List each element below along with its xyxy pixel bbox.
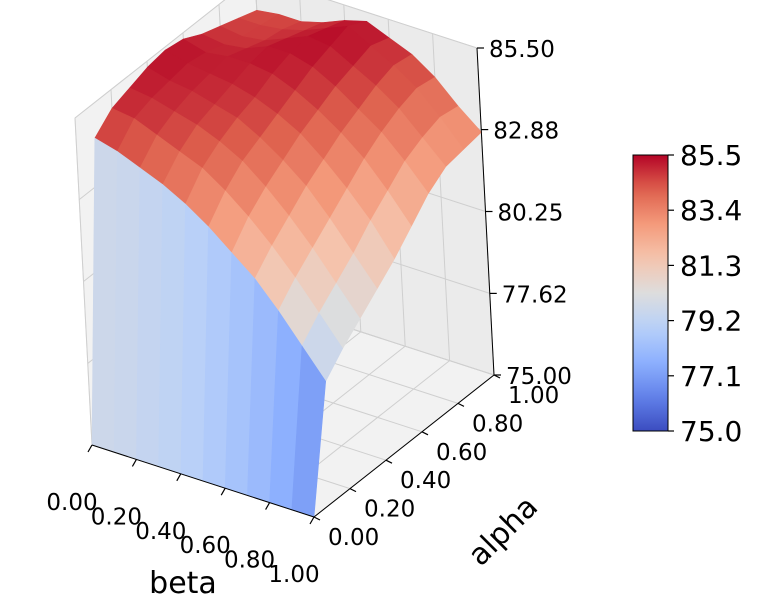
x-tick xyxy=(220,487,226,496)
x-tick-label: 0.80 xyxy=(224,548,275,574)
grid-line xyxy=(74,0,478,119)
y-tick-label: 0.00 xyxy=(328,525,379,551)
x-tick-label: 1.00 xyxy=(268,562,319,588)
surface-mesh xyxy=(91,10,482,518)
x-tick xyxy=(265,502,271,510)
y-tick xyxy=(385,459,393,464)
colorbar-tick-label: 85.5 xyxy=(680,139,742,172)
z-tick-label: 85.50 xyxy=(489,37,555,63)
x-tick xyxy=(176,473,182,482)
x-tick-label: 0.00 xyxy=(46,490,97,516)
x-tick-label: 0.40 xyxy=(135,519,186,545)
x-tick xyxy=(87,444,93,453)
colorbar-tick-label: 81.3 xyxy=(680,249,742,282)
x-tick xyxy=(131,459,137,467)
z-tick-label: 77.62 xyxy=(502,282,568,308)
surface-face xyxy=(91,137,118,453)
y-tick xyxy=(313,516,321,521)
y-axis-label: alpha xyxy=(462,490,546,574)
z-tick-label: 80.25 xyxy=(498,201,564,227)
colorbar-bar xyxy=(632,154,669,432)
colorbar-tick-label: 75.0 xyxy=(680,415,742,448)
z-tick-label: 82.88 xyxy=(493,119,559,145)
y-tick-label: 0.40 xyxy=(400,468,451,494)
y-tick xyxy=(457,402,465,407)
y-tick-label: 0.80 xyxy=(472,411,523,437)
axis-ticks: 0.000.200.400.600.801.000.000.200.400.60… xyxy=(46,37,571,588)
x-axis-label: beta xyxy=(149,566,217,600)
y-axis-line xyxy=(313,374,495,518)
y-tick-label: 1.00 xyxy=(508,383,559,409)
x-tick xyxy=(309,516,315,525)
y-tick xyxy=(349,488,357,493)
y-tick-label: 0.20 xyxy=(364,497,415,523)
x-tick-label: 0.20 xyxy=(91,504,142,530)
z-tick-label: 75.00 xyxy=(506,364,572,390)
y-tick xyxy=(421,431,429,436)
surface-face xyxy=(113,151,141,460)
colorbar-tick-label: 77.1 xyxy=(680,360,742,393)
colorbar-tick-label: 79.2 xyxy=(680,305,742,338)
colorbar-tick-label: 83.4 xyxy=(680,194,742,227)
surface-face xyxy=(136,167,163,467)
x-tick-label: 0.60 xyxy=(180,533,231,559)
y-tick-label: 0.60 xyxy=(436,440,487,466)
colorbar: 75.0 77.1 79.2 81.3 83.4 85.5 xyxy=(632,139,742,448)
x-axis-line xyxy=(91,444,315,518)
